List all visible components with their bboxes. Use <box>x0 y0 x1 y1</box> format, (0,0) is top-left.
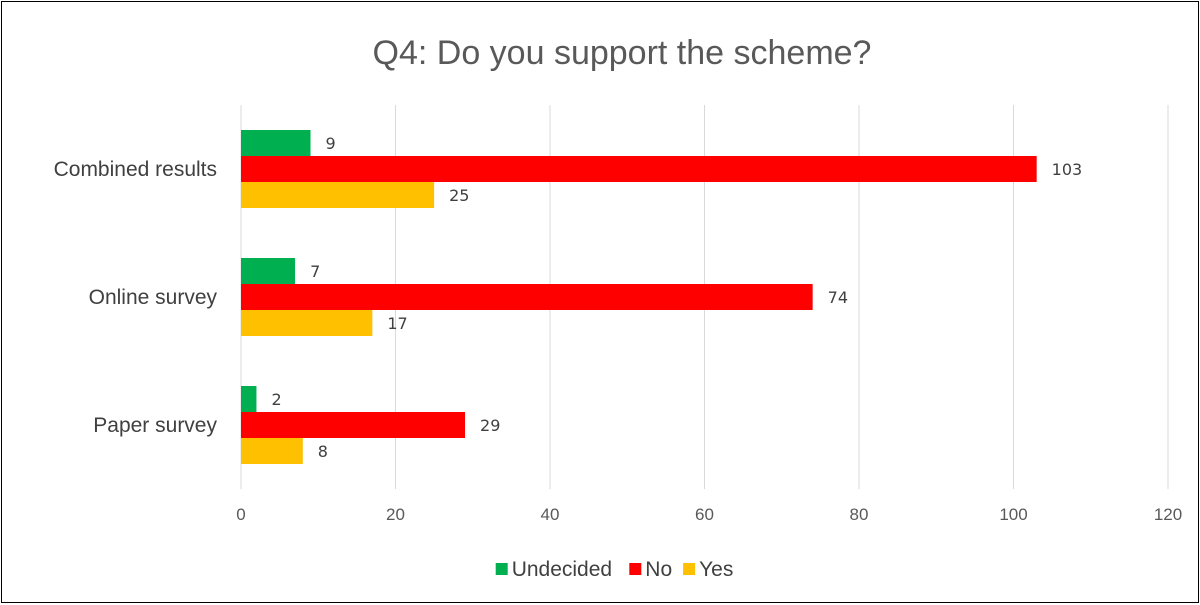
data-label: 103 <box>1052 160 1083 179</box>
x-tick-label: 0 <box>236 505 245 524</box>
bar-yes-0 <box>241 182 435 208</box>
x-tick-label: 100 <box>999 505 1027 524</box>
legend-label-no: No <box>645 558 672 581</box>
x-tick-label: 20 <box>386 505 405 524</box>
bar-yes-1 <box>241 310 373 336</box>
data-label: 9 <box>326 134 336 153</box>
bar-no-0 <box>241 156 1037 182</box>
data-label: 8 <box>318 442 328 461</box>
legend-label-undecided: Undecided <box>512 558 612 581</box>
bar-no-1 <box>241 284 813 310</box>
data-label: 7 <box>310 262 320 281</box>
category-label: Combined results <box>54 158 217 181</box>
category-labels: Combined results Online survey Paper surve… <box>54 158 218 437</box>
data-label: 29 <box>480 416 500 435</box>
bar-undecided-0 <box>241 130 311 156</box>
chart-title: Q4: Do you support the scheme? <box>373 34 872 72</box>
data-label: 25 <box>449 186 469 205</box>
legend-swatch-no <box>629 563 642 575</box>
data-labels: 9 103 25 7 74 17 2 29 8 <box>271 134 1082 461</box>
legend-swatch-yes <box>683 563 696 575</box>
bar-undecided-2 <box>241 386 257 412</box>
data-label: 74 <box>828 288 848 307</box>
legend-swatch-undecided <box>495 563 508 575</box>
x-tick-label: 120 <box>1154 505 1182 524</box>
category-label: Paper survey <box>93 414 217 437</box>
bar-yes-2 <box>241 438 303 464</box>
data-label: 2 <box>271 390 281 409</box>
bars <box>241 130 1037 464</box>
x-tick-label: 60 <box>695 505 714 524</box>
legend: Undecided No Yes <box>495 558 733 581</box>
bar-undecided-1 <box>241 258 296 284</box>
x-axis-ticks: 0 20 40 60 80 100 120 <box>236 505 1182 524</box>
x-tick-label: 80 <box>850 505 869 524</box>
legend-label-yes: Yes <box>699 558 733 581</box>
data-label: 17 <box>387 314 407 333</box>
bar-no-2 <box>241 412 466 438</box>
category-label: Online survey <box>89 286 218 309</box>
x-tick-label: 40 <box>541 505 560 524</box>
